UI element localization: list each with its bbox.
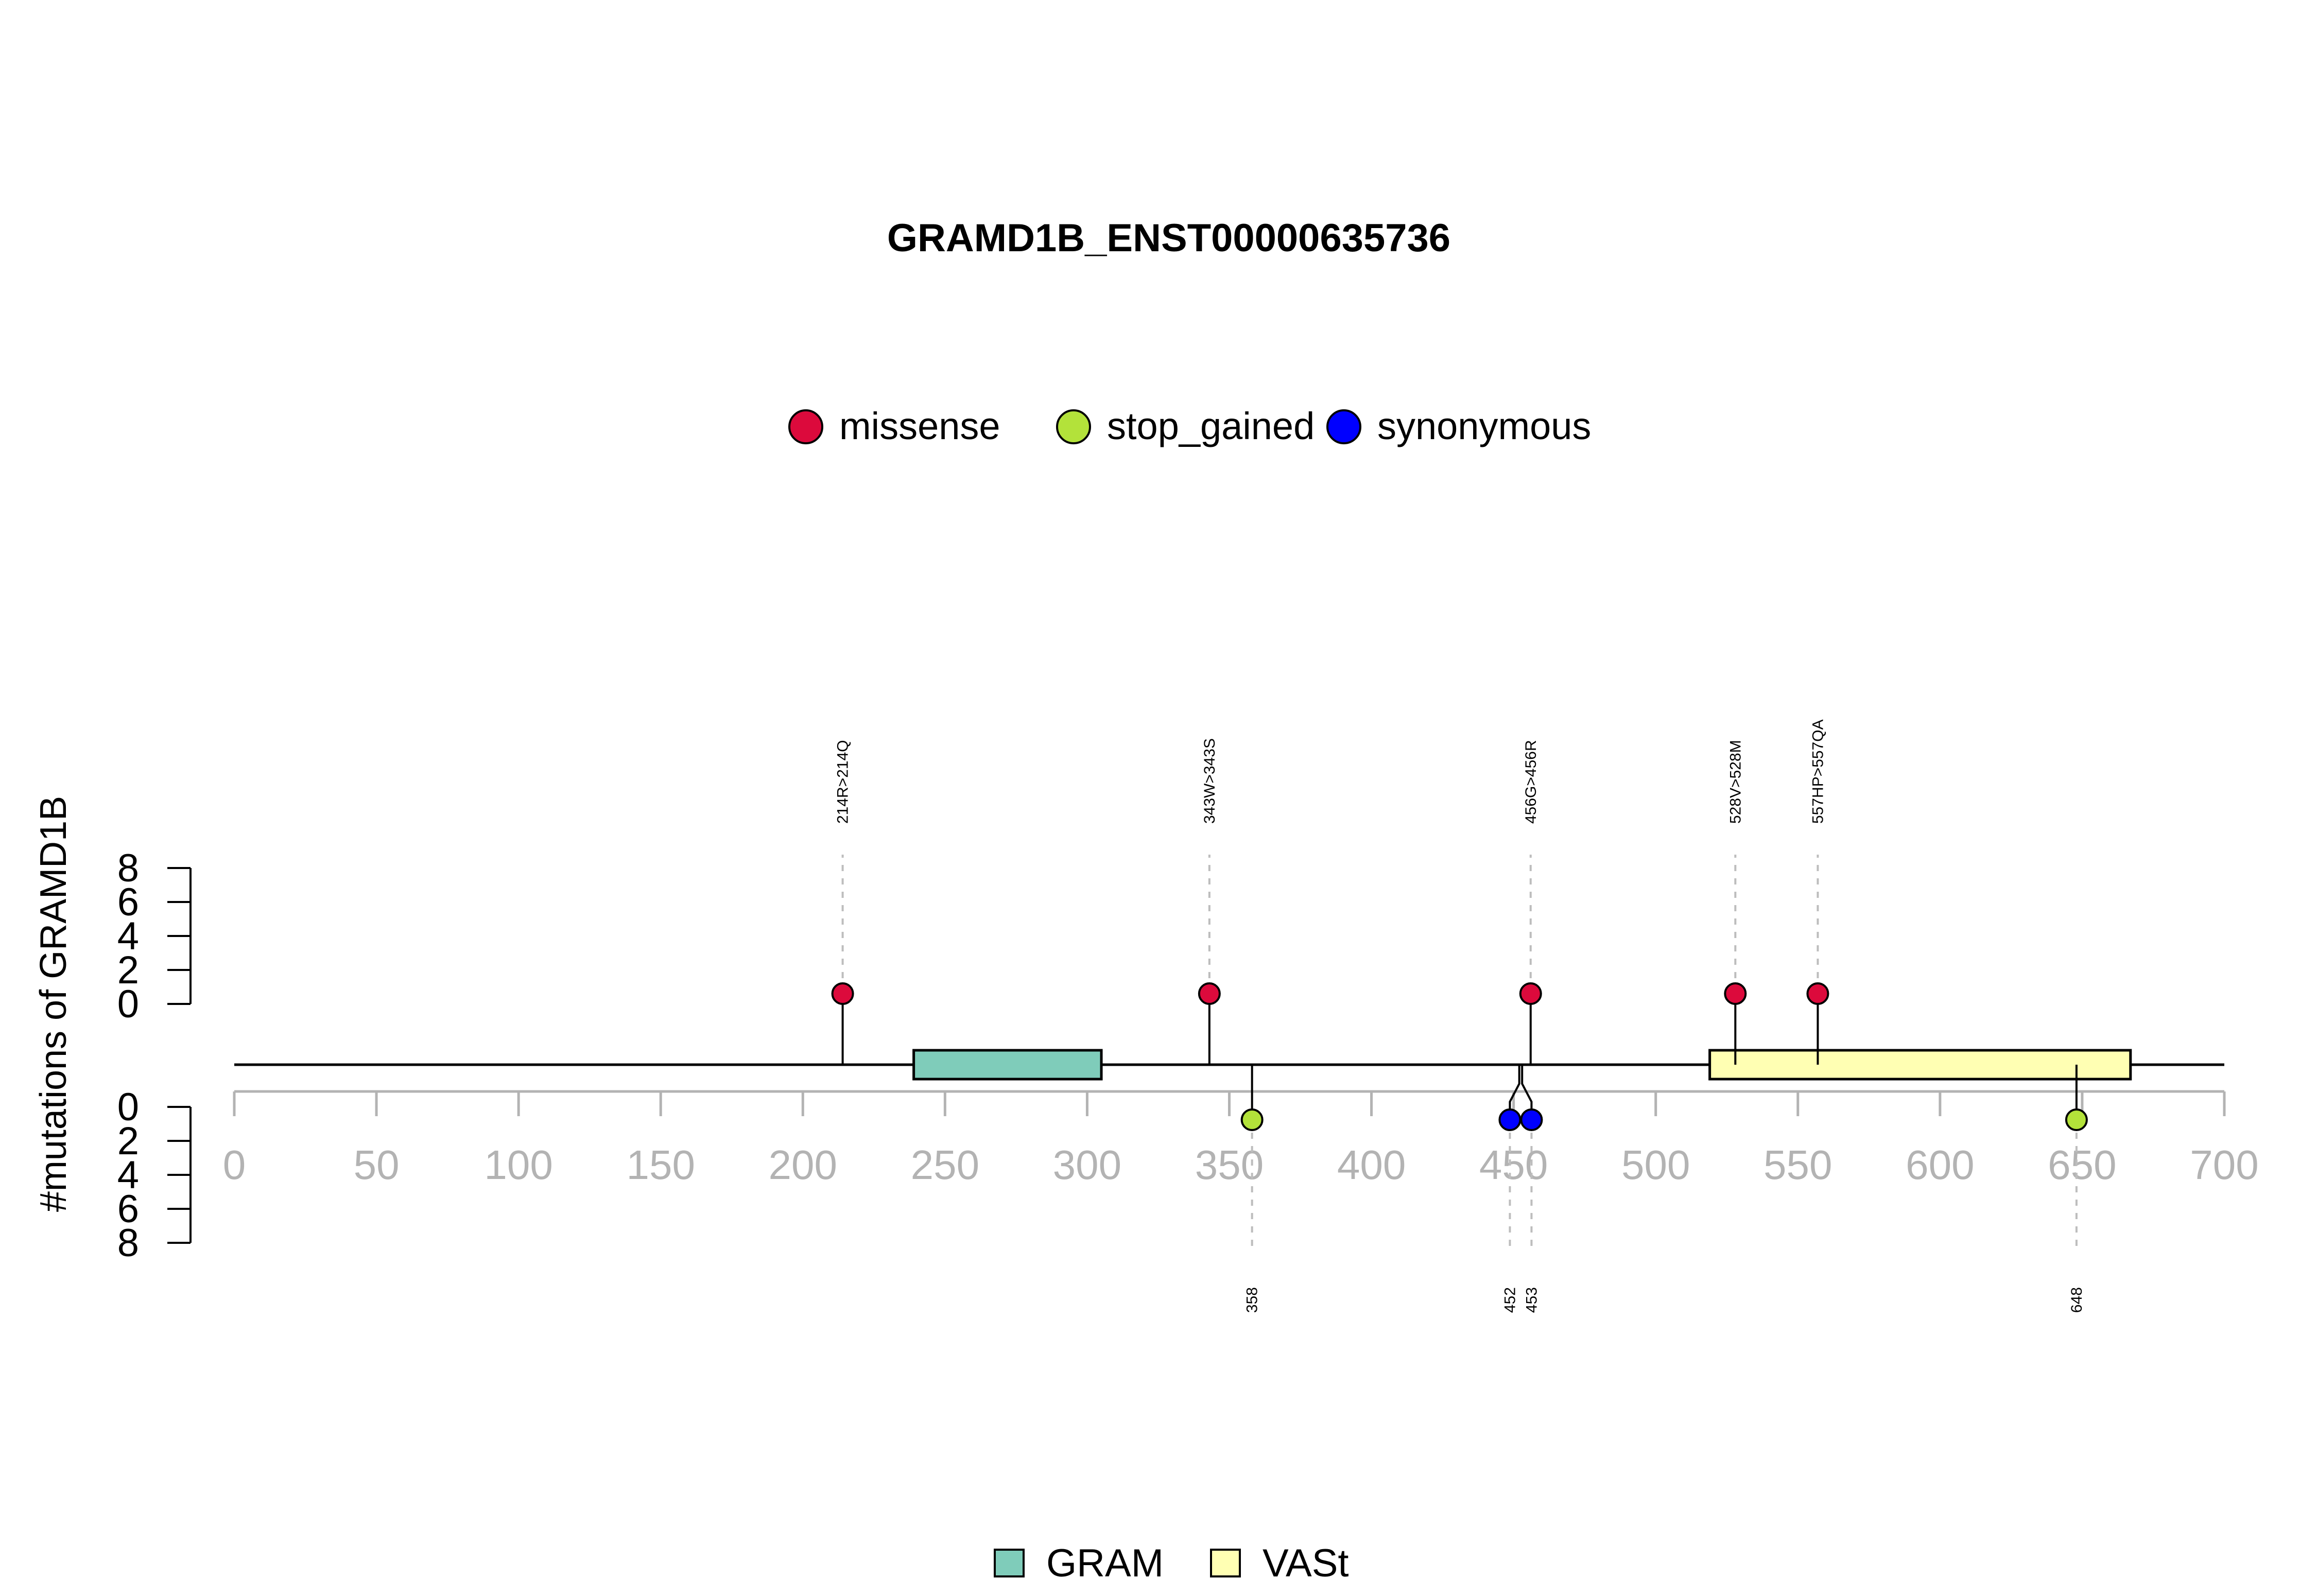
y-axis-label: #mutations of GRAMD1B	[33, 796, 74, 1212]
x-axis: 0 50 100 150 200 250 300 350 400 450 500 550 600 650 7…	[223, 1090, 2259, 1188]
legend-swatch-GRAM	[994, 1549, 1025, 1577]
mutation-legend: missense stop_gained synonymous	[788, 405, 1591, 447]
mutation-point-missense	[1198, 982, 1221, 1005]
mutation-label: 648	[2068, 1287, 2085, 1313]
legend-marker-stop_gained	[1056, 409, 1091, 444]
x-tick-label: 100	[484, 1142, 552, 1188]
mutation-point-stop_gained	[1240, 1108, 1264, 1131]
y-tick-label-upper: 2	[117, 948, 139, 992]
legend-swatch-VASt	[1210, 1549, 1241, 1577]
legend-label-VASt: VASt	[1263, 1541, 1349, 1585]
mutation-label: 343W>343S	[1201, 738, 1218, 824]
mutation-point-synonymous	[1498, 1108, 1521, 1131]
chart-title: GRAMD1B_ENST00000635736	[887, 216, 1450, 260]
mutation-label: 452	[1501, 1287, 1518, 1313]
x-tick-label: 600	[1906, 1142, 1974, 1188]
y-tick-label-upper: 8	[117, 846, 139, 890]
y-tick-label-lower: 4	[117, 1153, 139, 1197]
x-tick-label: 0	[223, 1142, 246, 1188]
legend-label-GRAM: GRAM	[1046, 1541, 1164, 1585]
mutation-point-missense	[831, 982, 854, 1005]
mutation-label: 358	[1244, 1287, 1261, 1313]
y-tick-label-lower: 6	[117, 1187, 139, 1231]
y-tick-label-upper: 4	[117, 914, 139, 958]
y-tick-label-upper: 0	[117, 982, 139, 1026]
y-tick-label-lower: 8	[117, 1221, 139, 1265]
legend-marker-synonymous	[1326, 409, 1361, 444]
domain-GRAM	[912, 1049, 1103, 1081]
x-tick-label: 650	[2048, 1142, 2116, 1188]
x-tick-label: 700	[2190, 1142, 2258, 1188]
upper-mutations: 214R>214Q 343W>343S 456G>456R 528V>528M 557H…	[831, 719, 1829, 1065]
mutation-point-missense	[1519, 982, 1542, 1005]
legend-marker-missense	[788, 409, 823, 444]
mutation-point-missense	[1806, 982, 1829, 1005]
domains	[912, 1049, 2132, 1081]
x-tick-label: 250	[911, 1142, 979, 1188]
lower-mutations: 358 452 453 648	[1240, 1065, 2088, 1313]
y-tick-label-lower: 2	[117, 1119, 139, 1163]
mutation-point-synonymous	[1520, 1108, 1543, 1131]
x-tick-label: 150	[626, 1142, 695, 1188]
legend-label-stop_gained: stop_gained	[1107, 405, 1315, 447]
x-tick-label: 500	[1621, 1142, 1690, 1188]
mutation-point-stop_gained	[2065, 1108, 2088, 1131]
mutation-label: 456G>456R	[1523, 740, 1540, 824]
mutation-label: 214R>214Q	[835, 740, 852, 824]
mutation-point-missense	[1724, 982, 1747, 1005]
mutation-label: 557HP>557QA	[1809, 719, 1826, 824]
x-tick-label: 300	[1053, 1142, 1121, 1188]
x-tick-label: 400	[1337, 1142, 1406, 1188]
x-tick-label: 550	[1763, 1142, 1832, 1188]
x-tick-label: 200	[769, 1142, 837, 1188]
x-tick-label: 50	[354, 1142, 400, 1188]
x-tick-label: 350	[1195, 1142, 1264, 1188]
legend-label-synonymous: synonymous	[1377, 405, 1591, 447]
domain-legend: GRAM VASt	[994, 1541, 1349, 1585]
legend-label-missense: missense	[839, 405, 1000, 447]
domain-VASt	[1708, 1049, 2132, 1081]
mutation-label: 528V>528M	[1727, 740, 1744, 824]
y-tick-label-upper: 6	[117, 880, 139, 924]
mutation-label: 453	[1523, 1287, 1540, 1313]
x-tick-label: 450	[1479, 1142, 1548, 1188]
y-tick-label-lower: 0	[117, 1085, 139, 1129]
